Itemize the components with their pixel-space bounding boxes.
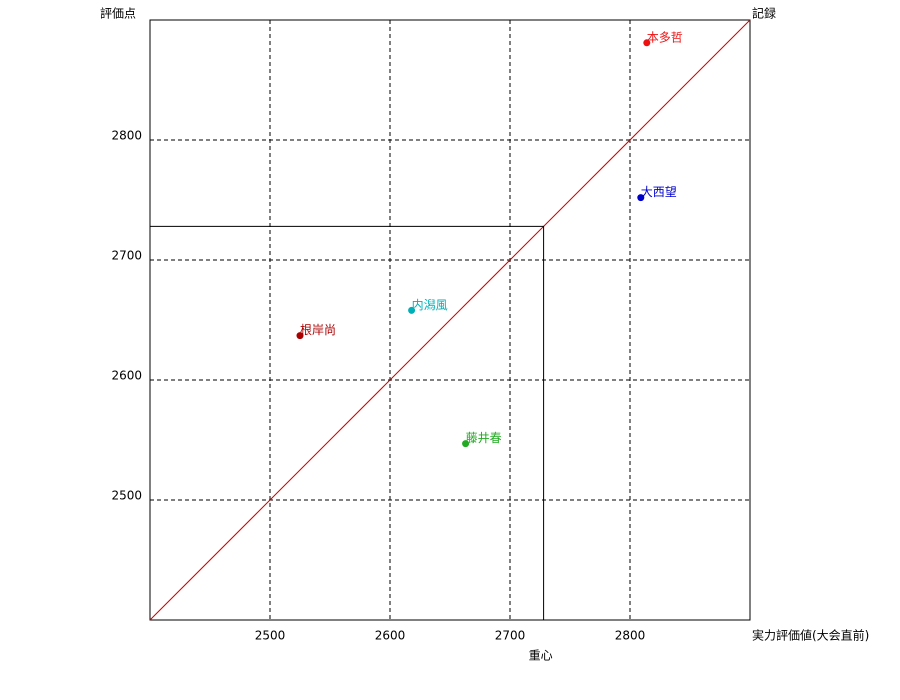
y-tick-label: 2600 — [111, 369, 142, 383]
y-tick-label: 2700 — [111, 249, 142, 263]
plot-frame — [149, 19, 751, 621]
y-tick-label: 2800 — [111, 129, 142, 143]
x-tick-label: 2600 — [375, 629, 406, 643]
point — [408, 306, 416, 314]
point-label: 藤井春 — [466, 431, 502, 445]
x-tick-label: 2700 — [495, 629, 526, 643]
y-axis-label: 評価点 — [100, 6, 136, 21]
point-label: 本多哲 — [647, 30, 683, 44]
x-tick-label: 2800 — [615, 629, 646, 643]
point-label: 大西望 — [641, 185, 677, 199]
point — [643, 39, 651, 47]
point — [296, 332, 304, 340]
point-label: 内潟風 — [412, 298, 448, 312]
centroid-label: 重心 — [529, 649, 553, 663]
x-axis-label: 実力評価値(大会直前) — [752, 628, 869, 643]
point-label: 根岸尚 — [300, 323, 336, 337]
point — [462, 440, 470, 448]
centroid-line — [150, 225, 545, 620]
diagonal-line — [149, 19, 751, 621]
x-tick-label: 2500 — [255, 629, 286, 643]
point — [637, 194, 645, 202]
y-tick-label: 2500 — [111, 489, 142, 503]
diagonal-label: 記録 — [752, 6, 776, 21]
